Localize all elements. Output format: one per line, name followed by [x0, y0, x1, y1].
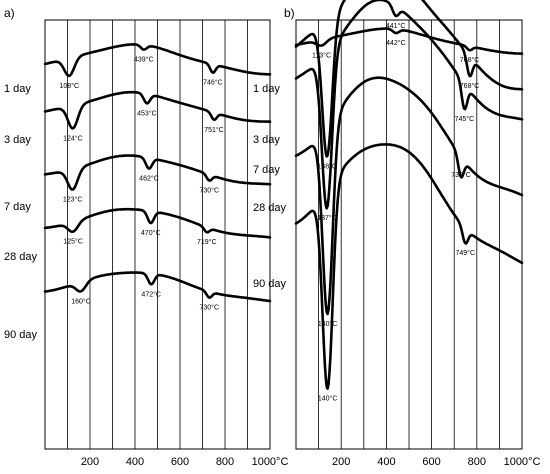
series-label: 28 day — [253, 202, 287, 214]
series-line — [43, 271, 272, 303]
peak-label: 125°C — [63, 238, 83, 246]
series-label: 28 day — [4, 251, 38, 263]
x-tick-label: 800 — [468, 456, 486, 468]
x-tick-label: 1000°C — [252, 456, 289, 468]
peak-label: 749°C — [456, 249, 476, 257]
x-tick-label: 800 — [216, 456, 234, 468]
peak-label: 472°C — [141, 290, 161, 298]
series-line — [43, 207, 272, 239]
peak-label: 470°C — [141, 229, 161, 237]
x-tick-label: 400 — [377, 456, 395, 468]
peak-label: 730°C — [199, 304, 219, 312]
peak-label: 140°C — [318, 320, 338, 328]
series-label: 3 day — [253, 134, 280, 146]
peak-label: 137°C — [317, 214, 337, 222]
panel-b: b) 200 400 600 800 1000°C 1 day 113°C 442°C 768°C… — [253, 0, 540, 468]
x-tick-label: 600 — [171, 456, 189, 468]
peak-label: 768°C — [460, 82, 480, 90]
series-line — [294, 0, 524, 210]
series-label: 1 day — [4, 83, 31, 95]
peak-label: 138°C — [317, 163, 337, 171]
panel-label: b) — [284, 6, 295, 20]
series-label: 7 day — [4, 201, 31, 213]
series-line — [294, 76, 524, 316]
x-tick-label: 600 — [422, 456, 440, 468]
peak-label: 768°C — [460, 56, 480, 64]
peak-label: 160°C — [71, 297, 91, 305]
peak-label: 124°C — [63, 134, 83, 142]
series-label: 90 day — [253, 278, 287, 290]
peak-label: 719°C — [197, 238, 217, 246]
panel-label: a) — [4, 6, 15, 20]
peak-label: 730°C — [199, 187, 219, 195]
peak-label: 442°C — [386, 39, 406, 47]
peak-label: 730°C — [451, 171, 471, 179]
series-line — [43, 43, 272, 78]
panel-a: a) 200 400 600 800 1000°C 1 day 108°C 439°C 746°C… — [4, 6, 288, 468]
series-label: 1 day — [253, 83, 280, 95]
series-label: 7 day — [253, 164, 280, 176]
x-tick-label: 1000°C — [504, 456, 541, 468]
x-tick-label: 200 — [81, 456, 99, 468]
peak-label: 113°C — [312, 52, 331, 60]
series-label: 3 day — [4, 134, 31, 146]
peak-label: 140°C — [318, 395, 338, 403]
peak-label: 462°C — [139, 175, 159, 183]
series-line — [294, 0, 524, 158]
series-line — [294, 143, 524, 390]
series-label: 90 day — [4, 329, 38, 341]
peak-label: 751°C — [204, 126, 224, 134]
x-tick-label: 400 — [126, 456, 144, 468]
peak-label: 123°C — [63, 196, 83, 204]
peak-label: 441°C — [386, 22, 406, 30]
peak-label: 745°C — [455, 115, 475, 123]
series-line — [43, 90, 272, 130]
series-line — [43, 154, 272, 191]
peak-label: 439°C — [134, 56, 154, 64]
x-tick-label: 200 — [332, 456, 350, 468]
peak-label: 108°C — [60, 82, 80, 90]
peak-label: 746°C — [203, 79, 223, 87]
peak-label: 453°C — [137, 109, 157, 117]
series-line — [294, 27, 524, 55]
